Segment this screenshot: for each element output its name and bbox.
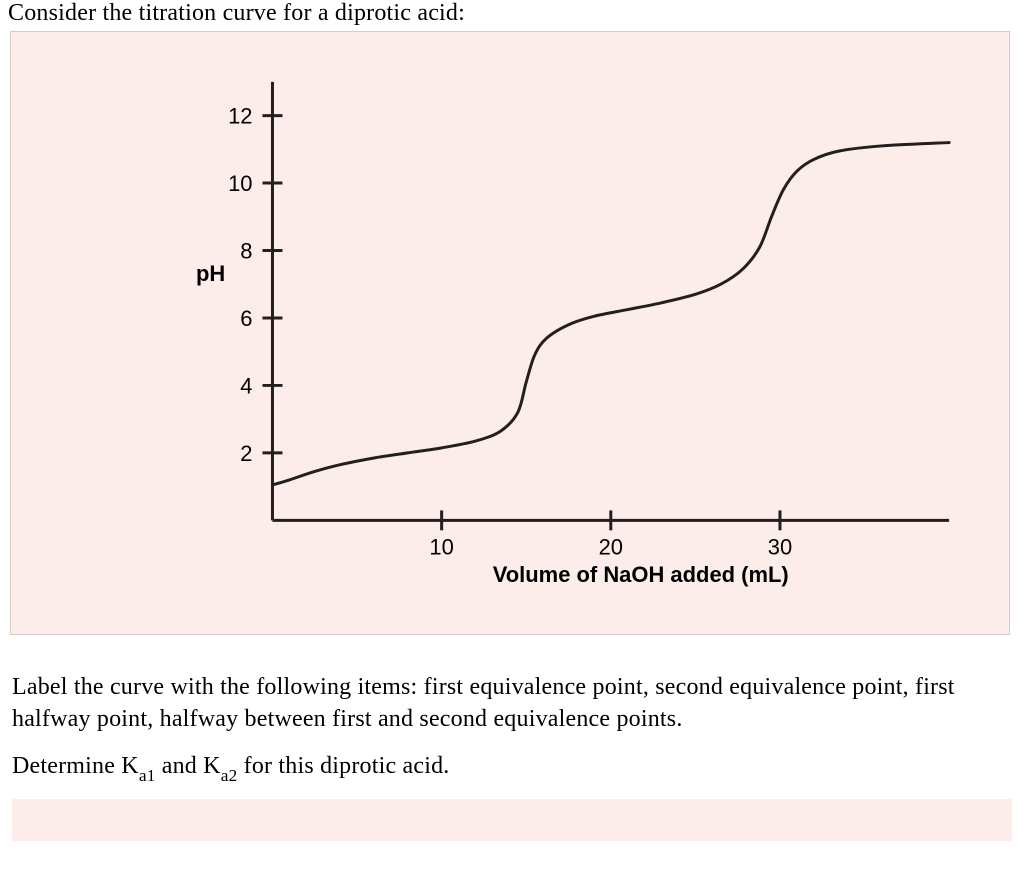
svg-text:Volume of NaOH added (mL): Volume of NaOH added (mL) <box>493 562 789 587</box>
answer-highlight-bar <box>12 799 1012 841</box>
titration-chart: 2 4 6 8 10 12 10 20 30 Volume of NaOH added (mL) p… <box>11 32 1009 634</box>
question-body: Label the curve with the following items… <box>12 671 1012 785</box>
svg-text:2: 2 <box>240 441 252 466</box>
svg-text:8: 8 <box>240 238 252 263</box>
svg-text:6: 6 <box>240 306 252 331</box>
svg-text:4: 4 <box>240 373 252 398</box>
intro-text: Consider the titration curve for a dipro… <box>0 0 1024 31</box>
svg-text:10: 10 <box>429 534 453 559</box>
svg-text:pH: pH <box>196 261 225 286</box>
instruction-determine-k: Determine Ka1 and Ka2 for this diprotic … <box>12 750 1012 785</box>
instruction-label-points: Label the curve with the following items… <box>12 671 1012 736</box>
svg-text:12: 12 <box>228 104 252 129</box>
titration-chart-panel: 2 4 6 8 10 12 10 20 30 Volume of NaOH added (mL) p… <box>10 31 1010 635</box>
svg-text:30: 30 <box>768 534 792 559</box>
svg-text:10: 10 <box>228 171 252 196</box>
svg-text:20: 20 <box>599 534 623 559</box>
